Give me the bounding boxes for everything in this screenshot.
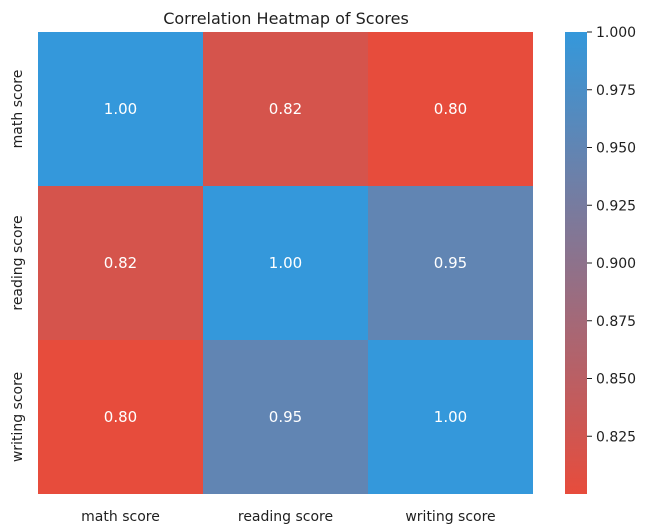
cell-value-label: 0.80 xyxy=(434,100,467,118)
colorbar-tick-label: 0.925 xyxy=(596,198,636,214)
heatmap-cell xyxy=(203,340,368,494)
heatmap-cell xyxy=(38,186,203,340)
heatmap-cell xyxy=(368,186,533,340)
x-tick-label: reading score xyxy=(238,509,333,525)
y-tick-label: math score xyxy=(10,70,26,149)
colorbar-tick-label: 0.975 xyxy=(596,83,636,99)
colorbar-tick-label: 0.850 xyxy=(596,372,636,388)
y-axis-ticks: math score reading score writing score xyxy=(10,70,26,462)
cell-value-label: 1.00 xyxy=(104,100,137,118)
heatmap-cells: 1.00 0.82 0.80 0.82 1.00 0.95 0.80 0.95 1.00 xyxy=(38,32,533,494)
cell-value-label: 0.80 xyxy=(104,408,137,426)
heatmap-cell xyxy=(368,340,533,494)
heatmap-cell xyxy=(203,186,368,340)
chart-title: Correlation Heatmap of Scores xyxy=(163,9,409,28)
cell-value-label: 0.82 xyxy=(104,254,137,272)
cell-value-label: 1.00 xyxy=(434,408,467,426)
colorbar-tick-label: 1.000 xyxy=(596,25,636,41)
heatmap-cell xyxy=(368,32,533,186)
colorbar-tick-label: 0.950 xyxy=(596,141,636,157)
y-tick-label: writing score xyxy=(10,372,26,462)
heatmap-cell xyxy=(38,340,203,494)
x-tick-label: writing score xyxy=(405,509,495,525)
cell-value-label: 0.95 xyxy=(434,254,467,272)
y-tick-label: reading score xyxy=(10,215,26,310)
colorbar-tick-label: 0.875 xyxy=(596,314,636,330)
colorbar-ticks: 1.000 0.975 0.950 0.925 0.900 0.875 0.850 0.825 xyxy=(587,25,636,445)
cell-value-label: 1.00 xyxy=(269,254,302,272)
x-tick-label: math score xyxy=(81,509,160,525)
colorbar-tick-label: 0.825 xyxy=(596,429,636,445)
cell-value-label: 0.82 xyxy=(269,100,302,118)
colorbar-tick-label: 0.900 xyxy=(596,256,636,272)
cell-value-label: 0.95 xyxy=(269,408,302,426)
colorbar xyxy=(565,32,587,494)
heatmap-cell xyxy=(38,32,203,186)
heatmap-cell xyxy=(203,32,368,186)
x-axis-ticks: math score reading score writing score xyxy=(81,509,495,525)
